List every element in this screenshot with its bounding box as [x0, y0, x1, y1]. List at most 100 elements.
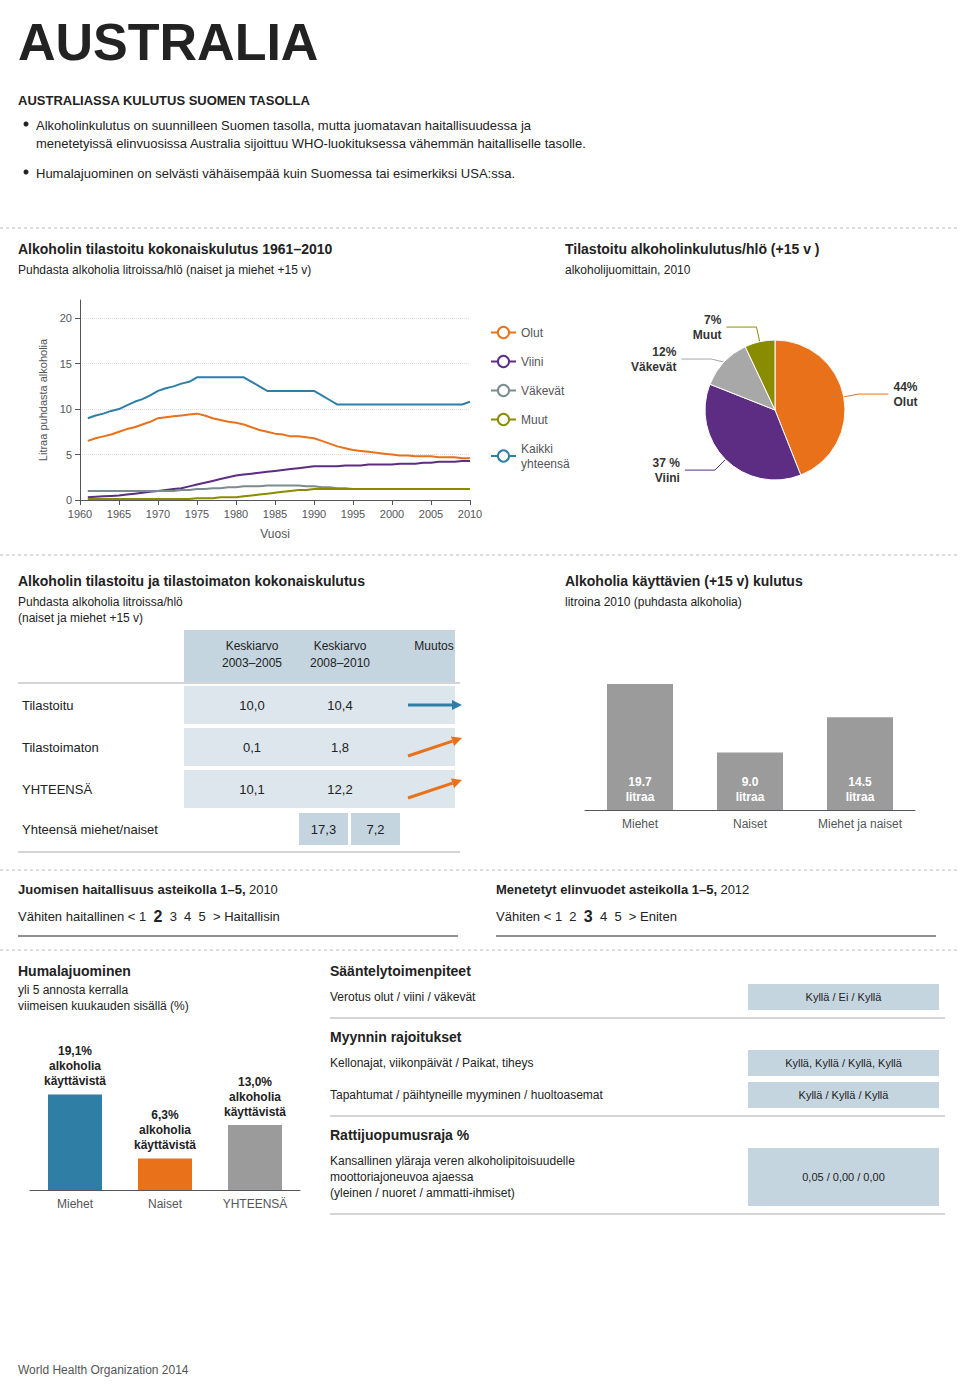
svg-text:litraa: litraa: [736, 790, 765, 804]
svg-text:Keskiarvo: Keskiarvo: [314, 639, 367, 653]
svg-text:Kellonajat, viikonpäivät / Pai: Kellonajat, viikonpäivät / Paikat, tihey…: [330, 1056, 533, 1070]
svg-text:17,3: 17,3: [311, 822, 336, 837]
svg-text:Vuosi: Vuosi: [260, 527, 290, 541]
svg-text:12,2: 12,2: [327, 782, 352, 797]
svg-text:2000: 2000: [380, 508, 404, 520]
svg-text:Olut: Olut: [893, 395, 917, 409]
svg-text:käyttävistä: käyttävistä: [134, 1138, 196, 1152]
svg-text:Keskiarvo: Keskiarvo: [226, 639, 279, 653]
svg-text:yhteensä: yhteensä: [521, 457, 570, 471]
svg-text:käyttävistä: käyttävistä: [224, 1105, 286, 1119]
svg-text:2003–2005: 2003–2005: [222, 656, 282, 670]
svg-text:Alkoholin tilastoitu ja tilast: Alkoholin tilastoitu ja tilastoimaton ko…: [18, 573, 365, 589]
svg-text:Olut: Olut: [521, 326, 544, 340]
svg-text:10,1: 10,1: [239, 782, 264, 797]
svg-text:Tilastoitu alkoholinkulutus/hl: Tilastoitu alkoholinkulutus/hlö (+15 v ): [565, 241, 820, 257]
svg-text:37 %: 37 %: [653, 456, 681, 470]
svg-text:4 5 > Eniten: 4 5 > Eniten: [593, 909, 677, 924]
svg-text:Kyllä / Ei / Kyllä: Kyllä / Ei / Kyllä: [806, 991, 883, 1003]
svg-text:2010: 2010: [458, 508, 482, 520]
svg-text:Naiset: Naiset: [148, 1197, 183, 1211]
svg-text:alkoholia: alkoholia: [49, 1059, 101, 1073]
svg-text:Viini: Viini: [655, 471, 680, 485]
svg-text:1985: 1985: [263, 508, 287, 520]
svg-text:1,8: 1,8: [331, 740, 349, 755]
svg-text:(yleinen / nuoret / ammatti-ih: (yleinen / nuoret / ammatti-ihmiset): [330, 1186, 515, 1200]
svg-text:Miehet: Miehet: [57, 1197, 94, 1211]
svg-text:Väkevät: Väkevät: [631, 360, 676, 374]
svg-text:9.0: 9.0: [742, 775, 759, 789]
svg-text:Vähiten < 1 2: Vähiten < 1 2: [496, 909, 584, 924]
svg-text:2005: 2005: [419, 508, 443, 520]
svg-text:Tapahtumat / päihtyneille myym: Tapahtumat / päihtyneille myyminen / huo…: [330, 1088, 603, 1102]
svg-text:YHTEENSÄ: YHTEENSÄ: [223, 1197, 288, 1211]
svg-text:alkoholijuomittain, 2010: alkoholijuomittain, 2010: [565, 263, 691, 277]
svg-text:litraa: litraa: [846, 790, 875, 804]
svg-text:1975: 1975: [185, 508, 209, 520]
svg-text:10,0: 10,0: [239, 698, 264, 713]
svg-text:3: 3: [584, 908, 593, 925]
svg-text:Verotus olut / viini / väkevät: Verotus olut / viini / väkevät: [330, 990, 476, 1004]
svg-text:Humalajuominen: Humalajuominen: [18, 963, 131, 979]
svg-text:1995: 1995: [341, 508, 365, 520]
svg-text:7%: 7%: [704, 313, 722, 327]
svg-text:Muut: Muut: [693, 328, 722, 342]
svg-text:Myynnin rajoitukset: Myynnin rajoitukset: [330, 1029, 462, 1045]
svg-text:3 4 5 > Haitallisin: 3 4 5 > Haitallisin: [162, 909, 279, 924]
svg-text:YHTEENSÄ: YHTEENSÄ: [22, 782, 92, 797]
svg-text:Kyllä / Kyllä / Kyllä: Kyllä / Kyllä / Kyllä: [799, 1089, 890, 1101]
svg-text:Miehet: Miehet: [622, 817, 659, 831]
svg-text:Litraa puhdasta alkoholia: Litraa puhdasta alkoholia: [37, 338, 49, 461]
svg-text:Muutos: Muutos: [414, 639, 453, 653]
svg-text:World Health Organization 2014: World Health Organization 2014: [18, 1363, 189, 1377]
svg-text:14.5: 14.5: [848, 775, 872, 789]
svg-text:1980: 1980: [224, 508, 248, 520]
svg-text:Vähiten haitallinen < 1: Vähiten haitallinen < 1: [18, 909, 154, 924]
svg-text:(naiset ja miehet +15 v): (naiset ja miehet +15 v): [18, 611, 143, 625]
svg-text:0: 0: [66, 494, 72, 506]
svg-text:Puhdasta alkoholia litroissa/h: Puhdasta alkoholia litroissa/hlö: [18, 595, 183, 609]
svg-text:Kaikki: Kaikki: [521, 442, 553, 456]
svg-text:Miehet ja naiset: Miehet ja naiset: [818, 817, 903, 831]
svg-text:10: 10: [60, 403, 72, 415]
svg-text:Rattijuopumusraja %: Rattijuopumusraja %: [330, 1127, 470, 1143]
svg-text:12%: 12%: [652, 345, 676, 359]
svg-text:Juomisen haitallisuus asteikol: Juomisen haitallisuus asteikolla 1–5,: [18, 882, 246, 897]
svg-text:AUSTRALIA: AUSTRALIA: [18, 13, 318, 71]
svg-text:7,2: 7,2: [366, 822, 384, 837]
svg-text:2010: 2010: [249, 882, 278, 897]
svg-text:5: 5: [66, 449, 72, 461]
svg-text:viimeisen kuukauden sisällä (%: viimeisen kuukauden sisällä (%): [18, 999, 189, 1013]
svg-text:Menetetyt elinvuodet asteikoll: Menetetyt elinvuodet asteikolla 1–5,: [496, 882, 717, 897]
svg-text:44%: 44%: [893, 380, 917, 394]
svg-text:Väkevät: Väkevät: [521, 384, 565, 398]
svg-text:2012: 2012: [720, 882, 749, 897]
svg-text:Alkoholinkulutus on suunnillee: Alkoholinkulutus on suunnilleen Suomen t…: [36, 118, 532, 133]
svg-text:Kansallinen yläraja veren alko: Kansallinen yläraja veren alkoholipitois…: [330, 1154, 575, 1168]
svg-text:käyttävistä: käyttävistä: [44, 1074, 106, 1088]
svg-text:10,4: 10,4: [327, 698, 352, 713]
svg-text:15: 15: [60, 358, 72, 370]
svg-text:litroina 2010 (puhdasta alkoho: litroina 2010 (puhdasta alkoholia): [565, 595, 742, 609]
svg-text:Yhteensä miehet/naiset: Yhteensä miehet/naiset: [22, 822, 158, 837]
svg-text:6,3%: 6,3%: [151, 1108, 179, 1122]
svg-text:19,1%: 19,1%: [58, 1044, 92, 1058]
svg-text:2008–2010: 2008–2010: [310, 656, 370, 670]
svg-text:1960: 1960: [68, 508, 92, 520]
svg-text:alkoholia: alkoholia: [139, 1123, 191, 1137]
svg-text:0,05 / 0,00 / 0,00: 0,05 / 0,00 / 0,00: [802, 1171, 885, 1183]
svg-text:Tilastoitu: Tilastoitu: [22, 698, 74, 713]
svg-text:Kyllä, Kyllä / Kyllä, Kyllä: Kyllä, Kyllä / Kyllä, Kyllä: [785, 1057, 903, 1069]
svg-text:litraa: litraa: [626, 790, 655, 804]
svg-text:1965: 1965: [107, 508, 131, 520]
svg-text:Viini: Viini: [521, 355, 543, 369]
svg-text:Humalajuominen on selvästi väh: Humalajuominen on selvästi vähäisempää k…: [36, 166, 515, 181]
svg-text:Sääntelytoimenpiteet: Sääntelytoimenpiteet: [330, 963, 471, 979]
svg-text:Muut: Muut: [521, 413, 548, 427]
svg-text:13,0%: 13,0%: [238, 1075, 272, 1089]
svg-text:moottoriajoneuvoa ajaessa: moottoriajoneuvoa ajaessa: [330, 1170, 474, 1184]
svg-text:Alkoholin tilastoitu kokonaisk: Alkoholin tilastoitu kokonaiskulutus 196…: [18, 241, 333, 257]
svg-text:alkoholia: alkoholia: [229, 1090, 281, 1104]
svg-text:yli 5 annosta kerralla: yli 5 annosta kerralla: [18, 983, 128, 997]
svg-text:Naiset: Naiset: [733, 817, 768, 831]
